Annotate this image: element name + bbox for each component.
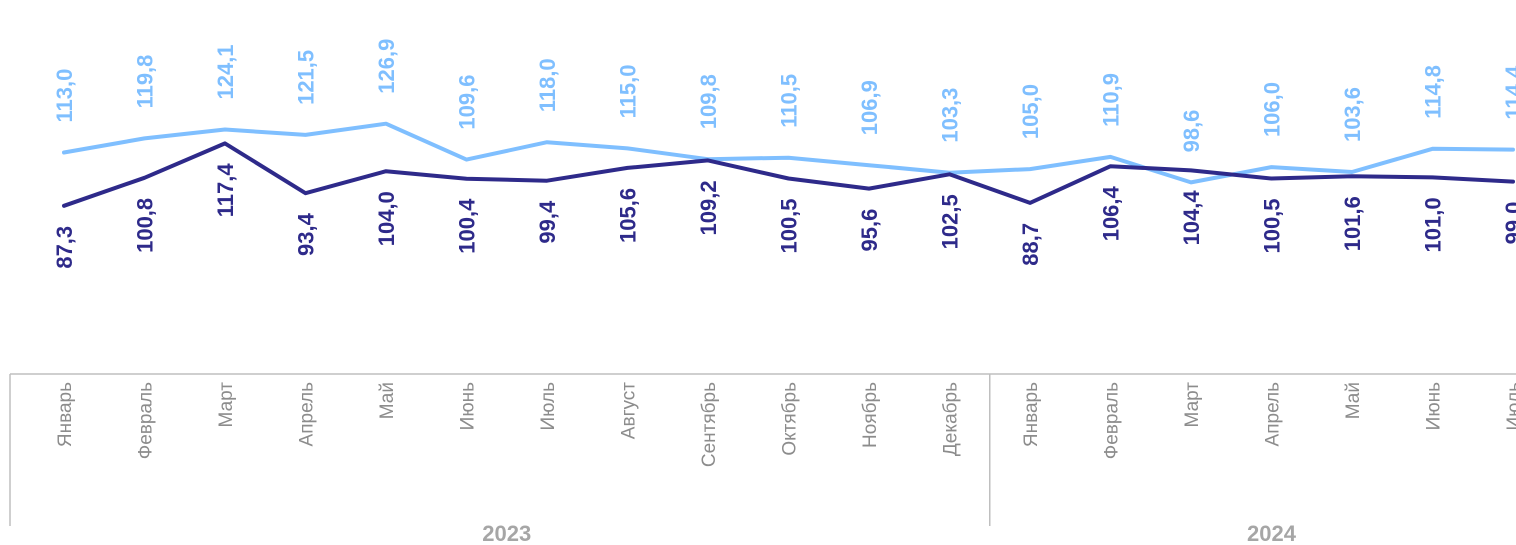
- data-label-light: 103,3: [938, 88, 963, 143]
- x-tick-label: Июнь: [1424, 382, 1445, 430]
- data-label-light: 119,8: [133, 55, 158, 109]
- data-label-light: 109,6: [455, 75, 480, 130]
- x-tick-label: Февраль: [136, 382, 157, 459]
- year-group-label: 2024: [1247, 521, 1297, 545]
- data-label-light: 106,0: [1260, 82, 1285, 137]
- x-tick-label: Ноябрь: [860, 382, 881, 448]
- data-label-light: 124,1: [213, 44, 238, 99]
- data-label-light: 98,6: [1179, 110, 1204, 153]
- data-labels: 113,0 119,8 124,1 121,5 126,9 109,6 118,0 115,0…: [52, 39, 1516, 269]
- data-label-dark: 95,6: [857, 209, 882, 252]
- data-label-light: 118,0: [535, 58, 560, 112]
- data-label-light: 126,9: [374, 39, 399, 94]
- data-label-light: 106,9: [857, 80, 882, 135]
- data-label-light: 110,5: [777, 74, 802, 128]
- data-label-dark: 109,2: [696, 180, 721, 235]
- x-tick-label: Апрель: [1263, 382, 1284, 447]
- data-label-dark: 100,5: [1260, 198, 1285, 253]
- x-tick-label: Май: [1343, 382, 1364, 419]
- data-label-dark: 117,4: [213, 163, 238, 218]
- x-tick-label: Июль: [538, 382, 559, 431]
- data-label-dark: 105,6: [616, 188, 641, 243]
- data-label-dark: 102,5: [938, 194, 963, 249]
- series-line-light: [62, 121, 1515, 185]
- data-label-light: 114,4: [1501, 65, 1516, 120]
- series-lines: [62, 121, 1515, 208]
- x-tick-label: Январь: [55, 382, 76, 447]
- data-label-dark: 99,0: [1501, 202, 1516, 245]
- data-label-dark: 99,4: [535, 200, 560, 244]
- data-label-dark: 106,4: [1099, 185, 1124, 241]
- data-label-dark: 101,0: [1421, 197, 1446, 252]
- x-tick-label: Март: [216, 382, 237, 428]
- x-tick-label: Март: [1182, 382, 1203, 428]
- data-label-dark: 93,4: [294, 212, 319, 256]
- x-tick-label: Октябрь: [780, 382, 801, 456]
- data-label-light: 105,0: [1018, 84, 1043, 139]
- data-label-dark: 100,8: [133, 198, 158, 253]
- data-label-dark: 87,3: [52, 226, 77, 269]
- x-tick-label: Июнь: [458, 382, 479, 430]
- data-label-dark: 88,7: [1018, 223, 1043, 266]
- x-tick-label: Декабрь: [941, 382, 962, 456]
- data-label-dark: 104,4: [1179, 190, 1204, 246]
- data-label-light: 110,9: [1099, 73, 1124, 127]
- year-group-label: 2023: [482, 521, 531, 545]
- series-line-dark: [62, 141, 1515, 208]
- x-tick-label: Август: [619, 382, 640, 439]
- x-tick-label: Сентябрь: [699, 382, 720, 467]
- data-label-dark: 104,0: [374, 191, 399, 246]
- x-tick-label: Февраль: [1102, 382, 1123, 459]
- data-label-dark: 100,4: [455, 198, 480, 254]
- data-label-dark: 101,6: [1340, 196, 1365, 251]
- data-label-dark: 100,5: [777, 198, 802, 253]
- category-axis: Январь Февраль Март Апрель Май Июнь Июль Август…: [9, 373, 1516, 545]
- data-label-light: 121,5: [294, 50, 319, 105]
- data-label-light: 103,6: [1340, 87, 1365, 142]
- data-label-light: 115,0: [616, 65, 641, 119]
- x-tick-label: Июль: [1504, 382, 1516, 431]
- x-tick-label: Май: [377, 382, 398, 419]
- x-tick-label: Апрель: [297, 382, 318, 447]
- x-tick-label: Январь: [1021, 382, 1042, 447]
- data-label-light: 114,8: [1421, 65, 1446, 119]
- data-label-light: 113,0: [52, 69, 77, 123]
- data-label-light: 109,8: [696, 74, 721, 129]
